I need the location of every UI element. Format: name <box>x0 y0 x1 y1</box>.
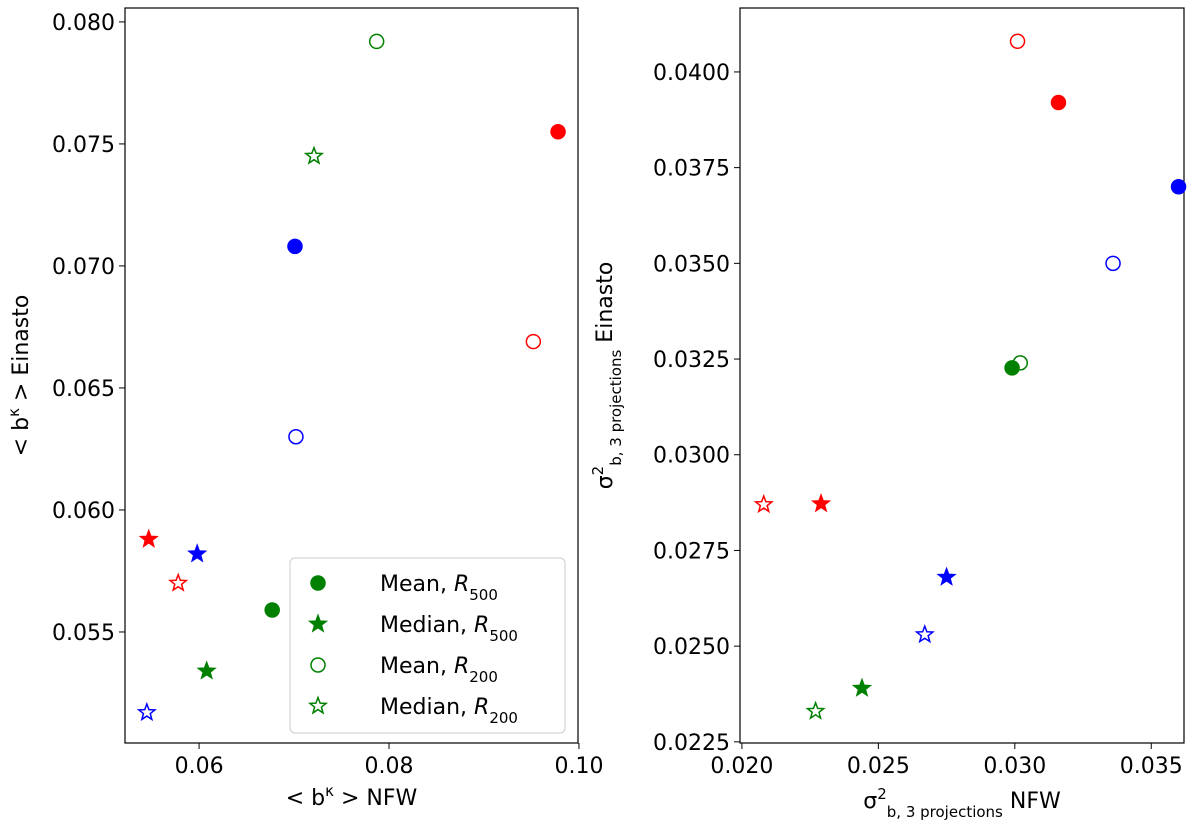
star-marker <box>936 566 957 586</box>
x-tick-label: 0.08 <box>365 754 414 779</box>
star-marker <box>196 660 217 680</box>
y-tick-label: 0.070 <box>52 255 115 280</box>
y-tick-label: 0.0375 <box>653 157 730 182</box>
label-part: R <box>474 613 489 638</box>
plot-frame <box>124 7 579 744</box>
y-tick-label: 0.075 <box>52 133 115 158</box>
y-tick-label: 0.0400 <box>653 61 730 86</box>
label-part: > Einasto <box>9 295 34 408</box>
star-marker <box>914 624 935 644</box>
circle-marker <box>368 33 385 50</box>
star-marker <box>307 613 329 633</box>
circle-marker <box>1170 179 1187 195</box>
legend-label: Median, R500 <box>380 613 518 645</box>
circle-marker <box>310 575 326 591</box>
star-marker <box>753 493 774 514</box>
x-tick-label: 0.035 <box>1120 754 1183 779</box>
circle-marker <box>1050 94 1067 111</box>
x-tick-label: 0.030 <box>983 754 1046 779</box>
label-part: 500 <box>489 627 518 645</box>
y-tick-label: 0.0250 <box>653 635 730 660</box>
x-axis-label: < bκ > NFW <box>286 782 418 811</box>
circle-marker <box>310 657 326 673</box>
label-part: R <box>454 572 469 597</box>
label-part: Mean, <box>380 572 454 597</box>
circle-marker <box>288 429 304 445</box>
y-tick-label: 0.060 <box>52 499 115 524</box>
y-tick-label: 0.0350 <box>653 252 730 277</box>
circle-marker <box>287 238 303 255</box>
legend-box <box>289 557 566 734</box>
label-part: 2 <box>589 466 607 476</box>
label-part: NFW <box>1003 789 1061 814</box>
label-part: > NFW <box>334 786 418 811</box>
label-part: < b <box>9 417 34 456</box>
y-tick-label: 0.0275 <box>653 539 730 564</box>
star-marker <box>136 701 157 722</box>
star-marker <box>810 493 832 513</box>
x-axis-label: σ2b, 3 projections NFW <box>863 785 1061 821</box>
x-tick-label: 0.025 <box>847 754 910 779</box>
circle-marker <box>264 602 280 618</box>
label-part: R <box>474 695 489 720</box>
label-part: 200 <box>489 709 518 727</box>
legend-label: Median, R200 <box>380 695 518 727</box>
label-part: 200 <box>469 668 498 686</box>
star-marker <box>307 695 329 715</box>
label-part: b, 3 projections <box>887 803 1003 821</box>
legend-label: Mean, R200 <box>380 654 498 686</box>
star-marker <box>805 700 826 720</box>
y-tick-label: 0.080 <box>52 11 115 36</box>
x-tick-label: 0.020 <box>710 754 773 779</box>
y-tick-label: 0.055 <box>52 621 115 646</box>
circle-marker <box>1009 33 1026 50</box>
y-axis-label: σ2b, 3 projections Einasto <box>589 262 625 490</box>
star-marker <box>303 145 325 165</box>
label-part: Mean, <box>380 654 454 679</box>
label-part: Einasto <box>593 262 618 350</box>
circle-marker <box>1012 355 1029 371</box>
plot-frame <box>739 7 1185 744</box>
circle-marker <box>1004 360 1020 376</box>
label-part: κ <box>325 782 334 800</box>
y-tick-label: 0.0300 <box>653 444 730 469</box>
circle-marker <box>525 333 542 350</box>
label-part: Median, <box>380 613 474 638</box>
legend-label: Mean, R500 <box>380 572 498 604</box>
label-part: κ <box>5 408 23 417</box>
y-axis-label: < bκ > Einasto <box>5 295 34 457</box>
label-part: σ <box>863 789 877 814</box>
y-tick-label: 0.0325 <box>653 348 730 373</box>
circle-marker <box>550 123 566 140</box>
label-part: Median, <box>380 695 474 720</box>
circle-marker <box>1105 255 1121 272</box>
x-tick-label: 0.10 <box>554 754 603 779</box>
label-part: σ <box>593 475 618 489</box>
star-marker <box>138 528 159 548</box>
label-part: 500 <box>469 586 498 604</box>
star-marker <box>168 572 189 592</box>
label-part: 2 <box>877 785 887 803</box>
star-marker <box>851 677 873 697</box>
y-tick-label: 0.0225 <box>653 731 730 756</box>
label-part: R <box>454 654 469 679</box>
x-tick-label: 0.06 <box>175 754 224 779</box>
y-tick-label: 0.065 <box>52 377 115 402</box>
label-part: < b <box>286 786 325 811</box>
label-part: b, 3 projections <box>607 350 625 466</box>
star-marker <box>187 543 208 563</box>
